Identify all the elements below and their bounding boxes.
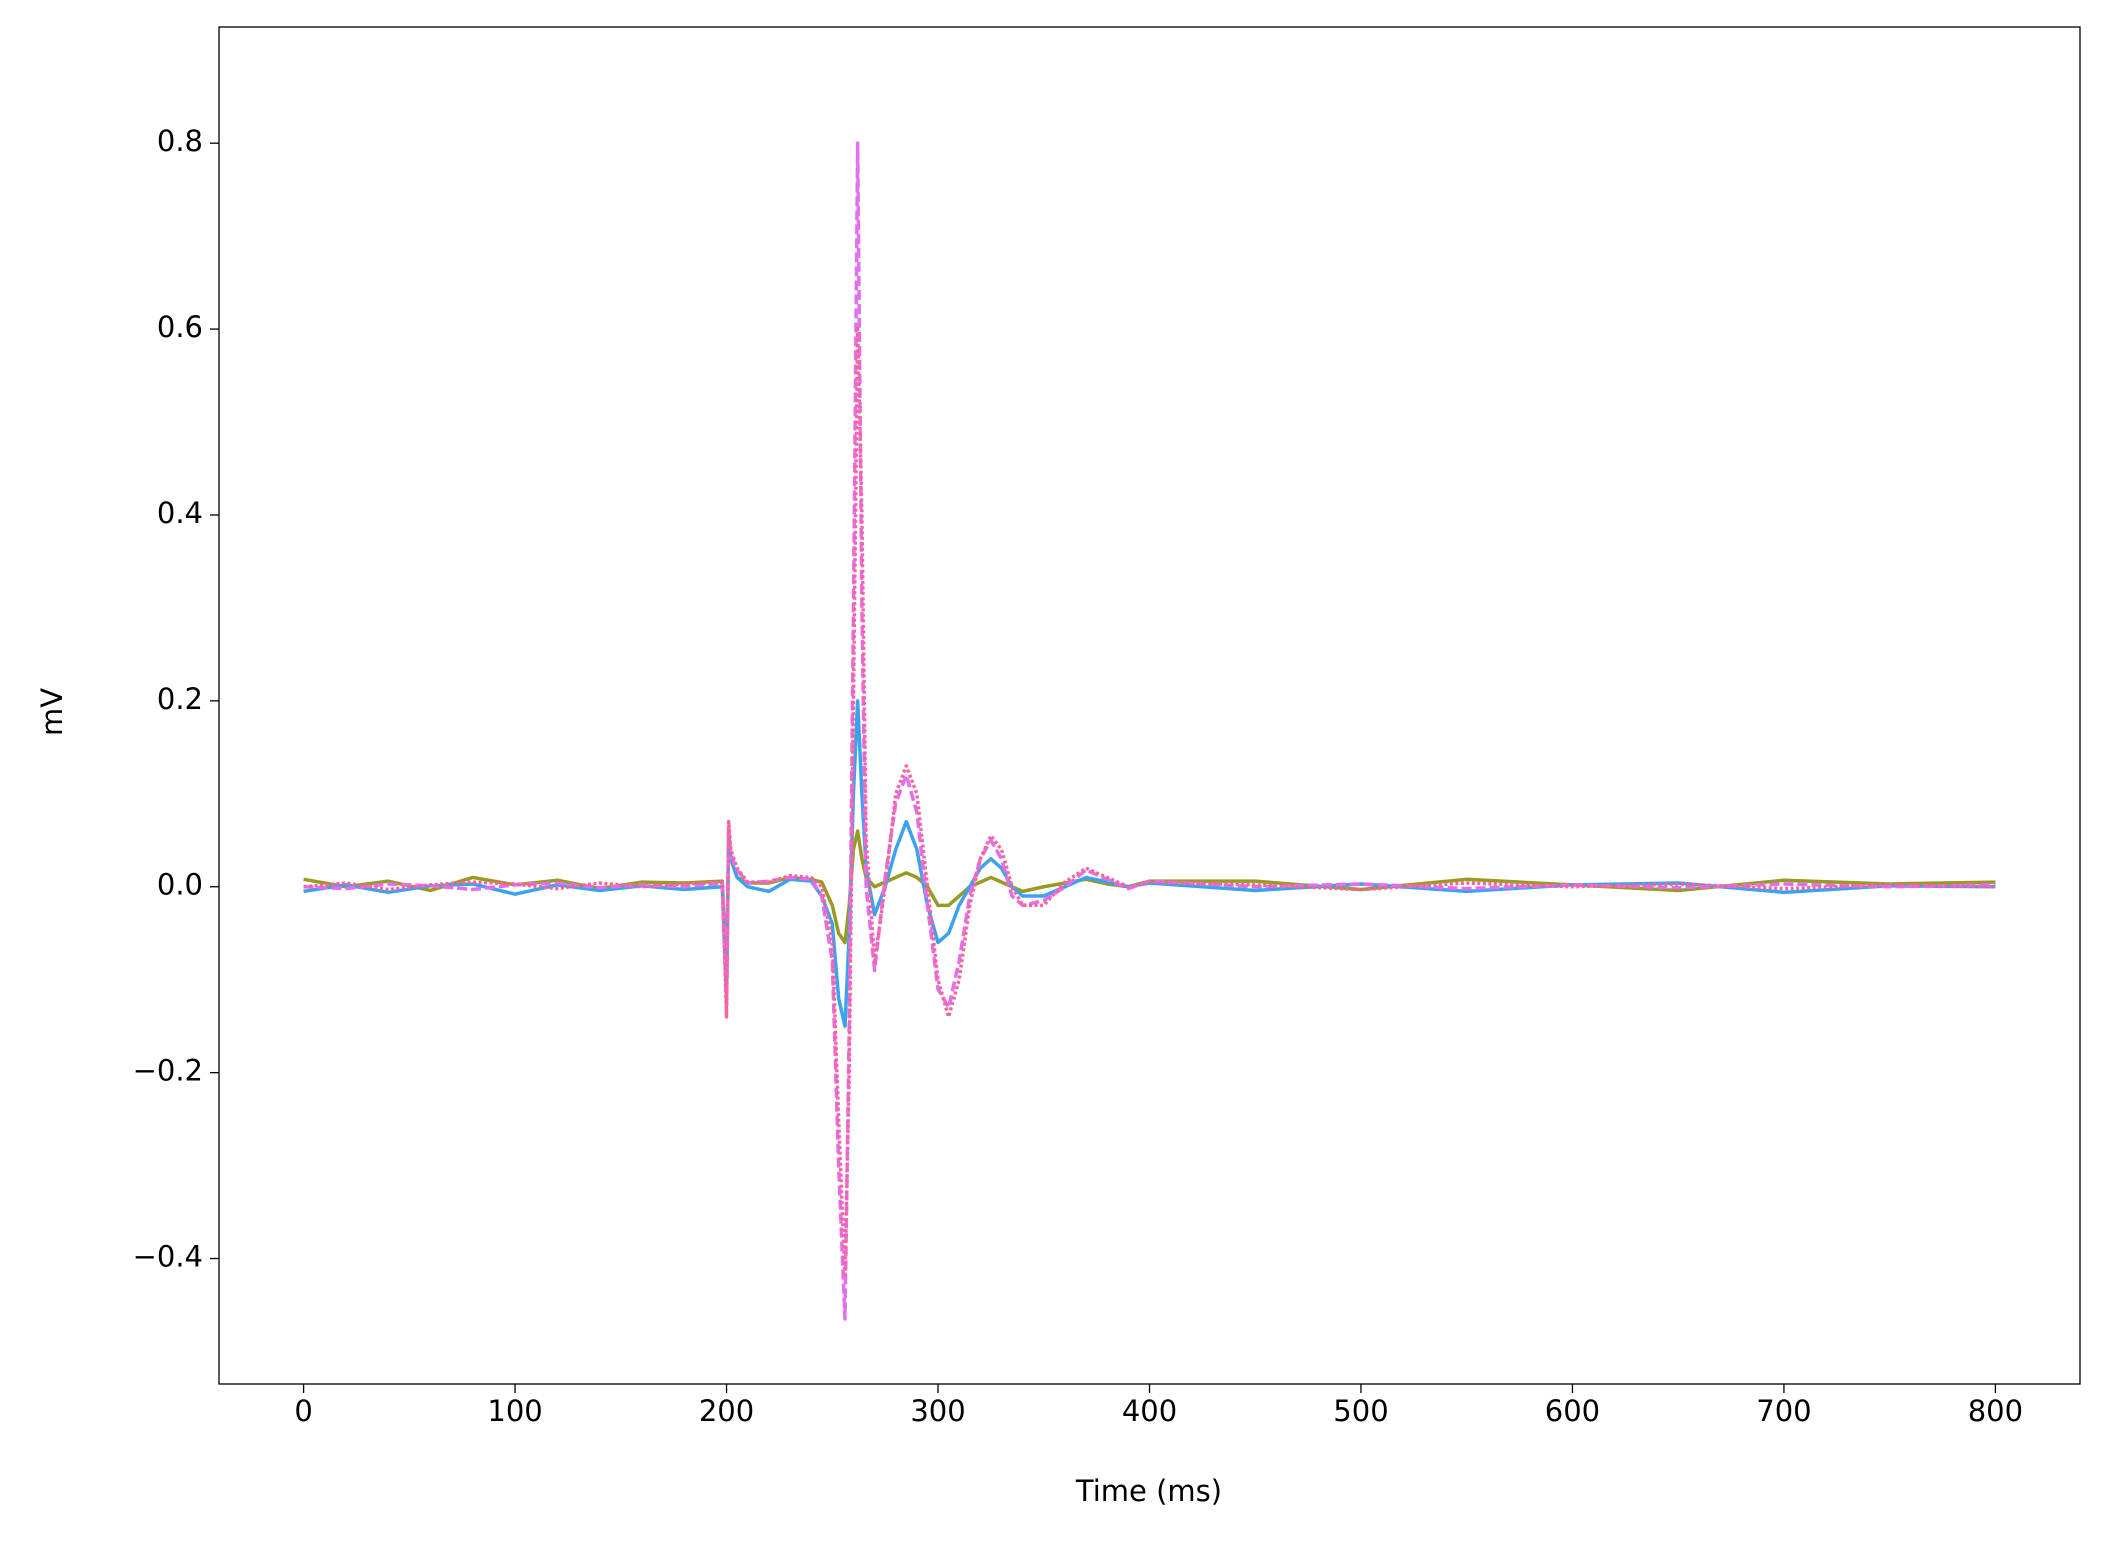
data-line bbox=[303, 699, 1996, 1028]
x-tick-label: 600 bbox=[1545, 1394, 1600, 1428]
data-line bbox=[303, 141, 1996, 1321]
x-tick-label: 0 bbox=[294, 1394, 312, 1428]
y-axis-label: mV bbox=[35, 688, 69, 736]
data-line bbox=[303, 829, 1996, 982]
x-tick-label: 700 bbox=[1756, 1394, 1811, 1428]
y-tick-label: −0.2 bbox=[133, 1054, 203, 1088]
y-tick-label: 0.6 bbox=[157, 310, 203, 344]
x-tick-label: 500 bbox=[1333, 1394, 1388, 1428]
x-tick-label: 400 bbox=[1122, 1394, 1177, 1428]
x-axis-label: Time (ms) bbox=[1075, 1474, 1222, 1508]
data-line bbox=[303, 327, 1996, 1279]
x-tick-label: 200 bbox=[699, 1394, 754, 1428]
y-tick-label: 0.4 bbox=[157, 496, 203, 530]
y-tick-label: 0.0 bbox=[157, 868, 203, 902]
x-tick-label: 800 bbox=[1968, 1394, 2023, 1428]
y-tick-label: 0.8 bbox=[157, 124, 203, 158]
y-tick-label: −0.4 bbox=[133, 1240, 203, 1274]
x-tick-label: 300 bbox=[910, 1394, 965, 1428]
plot-frame bbox=[218, 26, 2081, 1385]
y-tick-label: 0.2 bbox=[157, 682, 203, 716]
x-tick-label: 100 bbox=[487, 1394, 542, 1428]
